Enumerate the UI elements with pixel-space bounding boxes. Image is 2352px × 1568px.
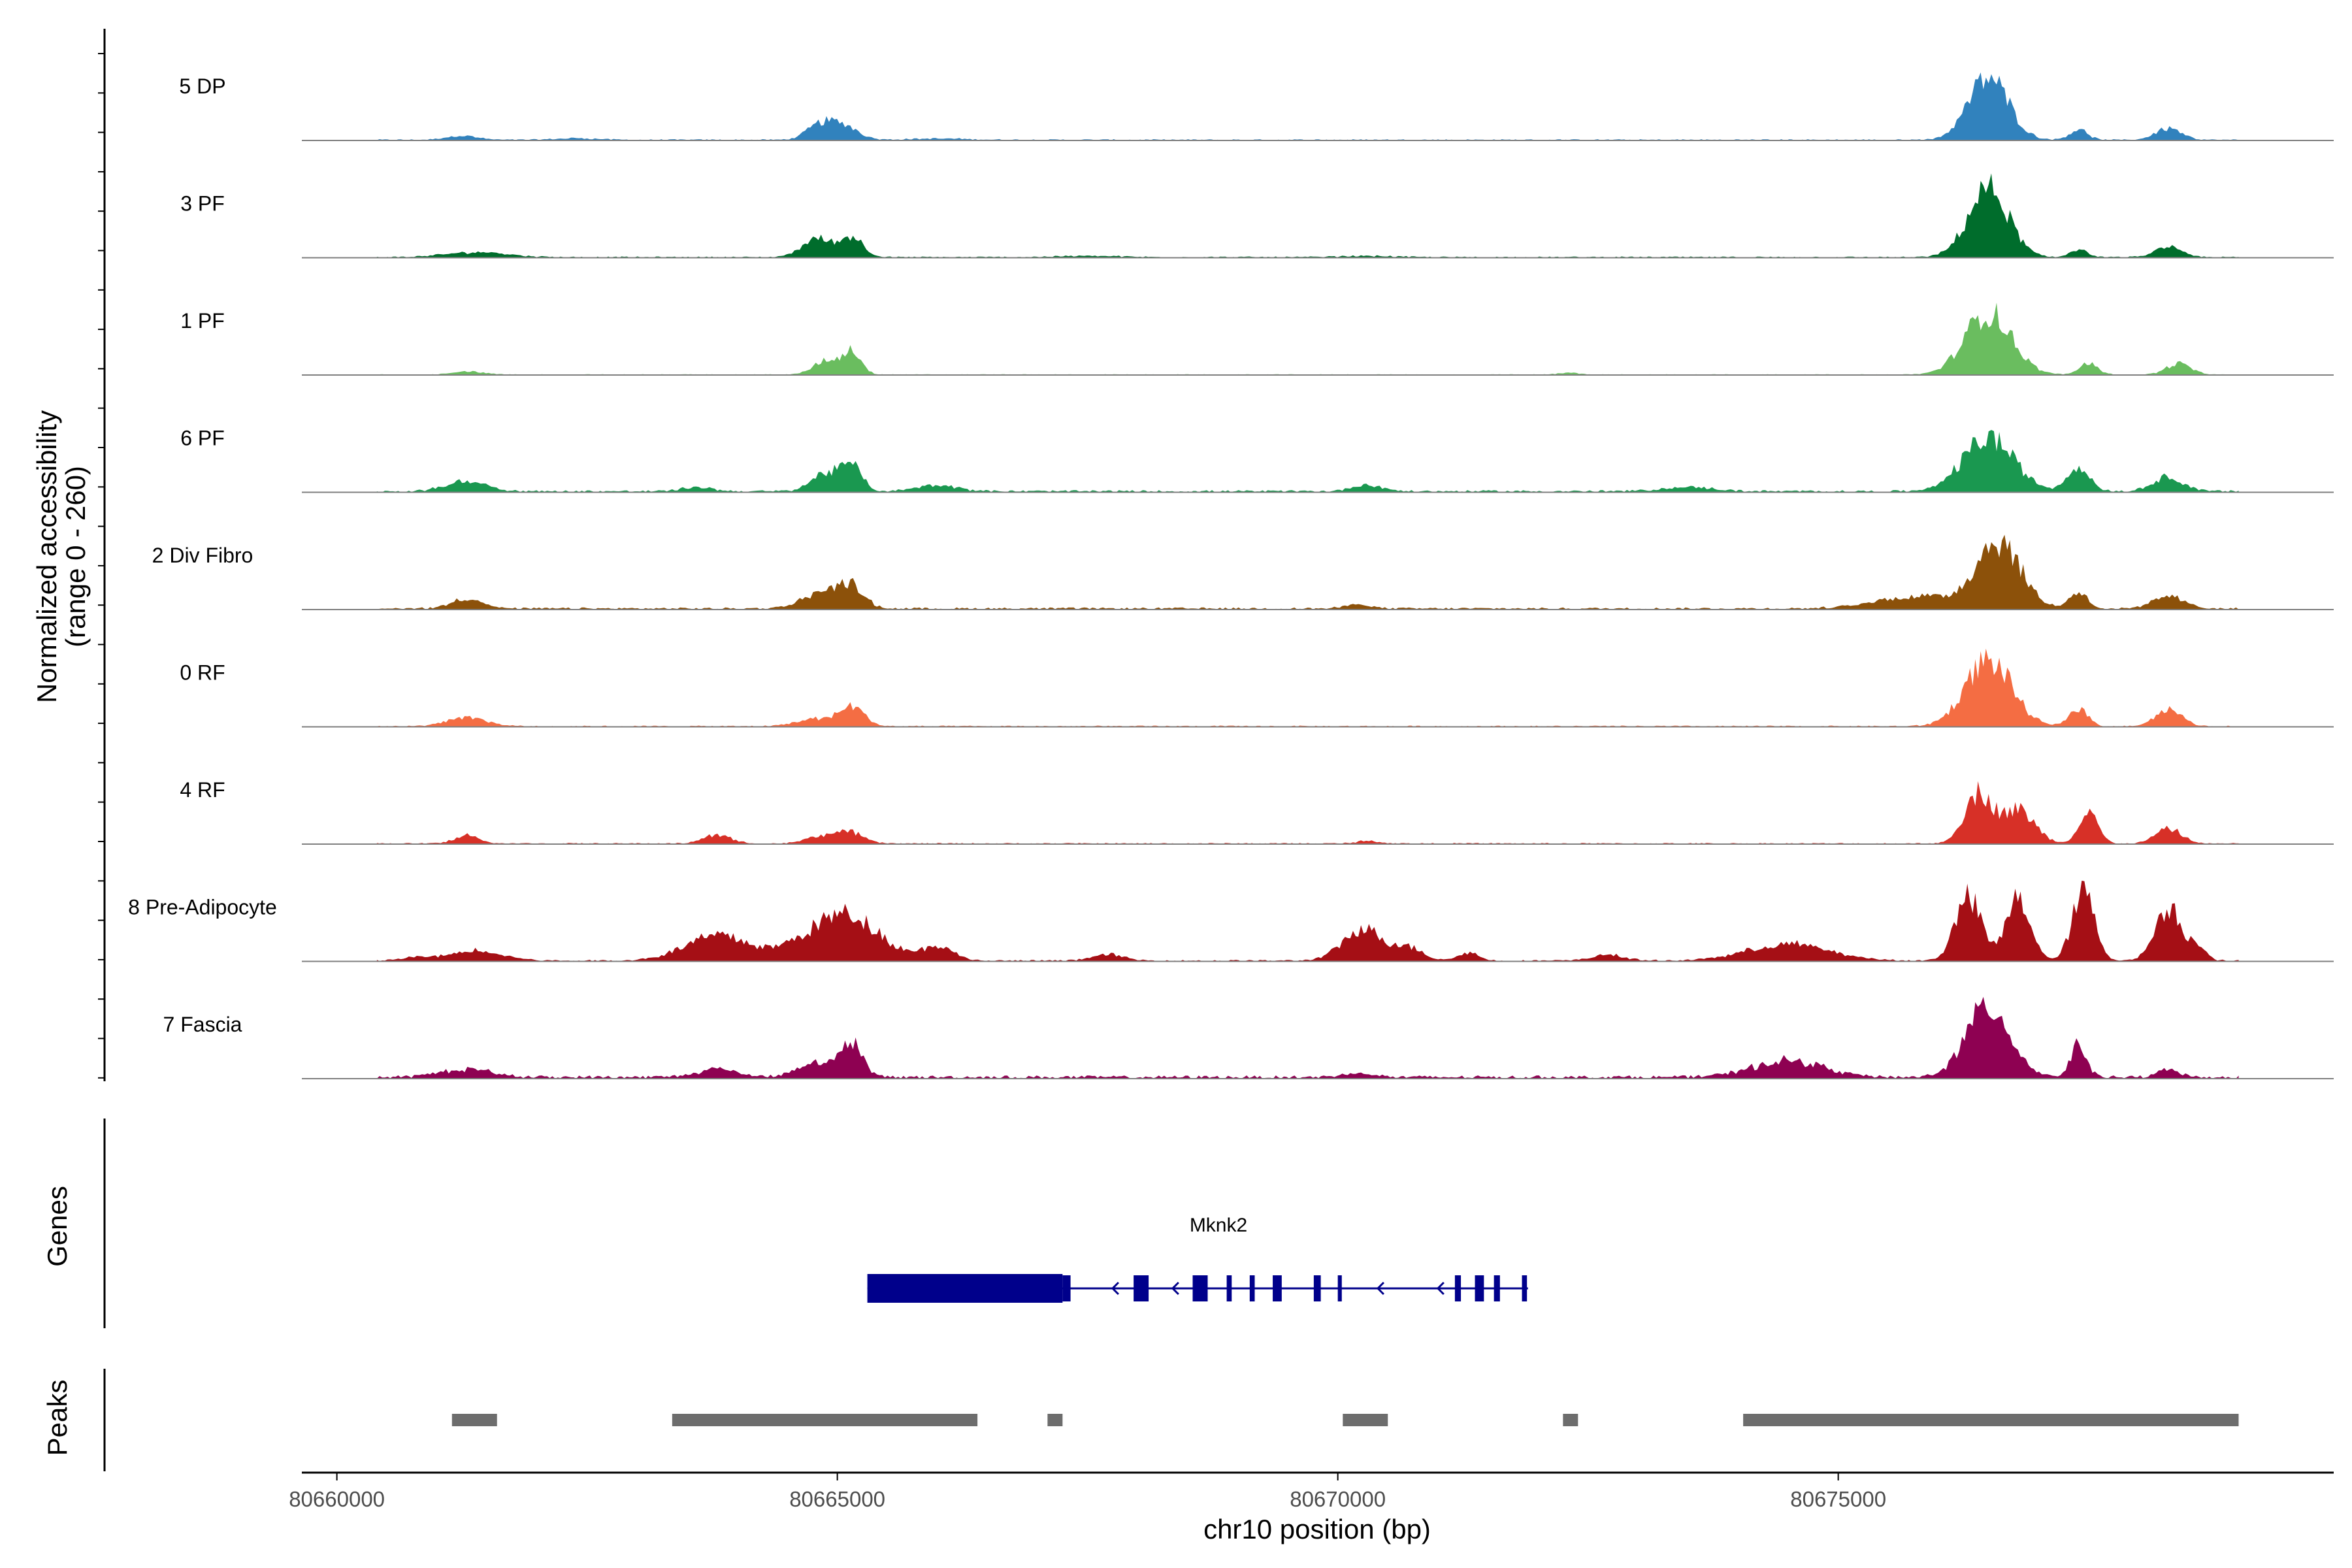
track-label: 5 DP (179, 74, 225, 98)
coverage-area (376, 72, 2239, 140)
track-label: 3 PF (180, 192, 225, 216)
y-axis (98, 29, 106, 1081)
coverage-area (376, 996, 2239, 1079)
peaks-track (103, 1369, 2239, 1471)
peaks-track-title: Peaks (42, 1380, 73, 1456)
gene-model (867, 1274, 1528, 1303)
y-axis-title-line1: Normalized accessibility (31, 410, 62, 703)
strand-arrow (1171, 1281, 1179, 1296)
x-tick-label: 80670000 (1290, 1487, 1386, 1511)
peak-region (672, 1414, 978, 1426)
gene-exon (1313, 1275, 1321, 1301)
gene-label: Mknk2 (1190, 1215, 1247, 1236)
strand-arrow (1046, 1281, 1054, 1296)
track-5-dp: 5 DP (179, 72, 2334, 141)
coverage-area (376, 534, 2239, 610)
track-7-fascia: 7 Fascia (163, 996, 2334, 1079)
peak-region (1563, 1414, 1578, 1426)
gene-exon (1062, 1275, 1071, 1301)
peak-region (1743, 1414, 2239, 1426)
x-tick-label: 80665000 (789, 1487, 885, 1511)
strand-arrow (1436, 1281, 1445, 1296)
track-6-pf: 6 PF (180, 427, 2334, 493)
track-label: 4 RF (180, 778, 225, 802)
track-4-rf: 4 RF (180, 778, 2334, 845)
track-label: 8 Pre-Adipocyte (128, 896, 277, 919)
gene-exon (1454, 1275, 1462, 1301)
coverage-tracks: 5 DP 3 PF 1 PF 6 PF 2 Div Fibro 0 RF 4 RF 8 Pre… (128, 72, 2334, 1079)
peak-region (1343, 1414, 1388, 1426)
track-label: 2 Div Fibro (152, 544, 253, 567)
y-axis-title-line2: (range 0 - 260) (60, 466, 91, 647)
gene-exon (1249, 1275, 1255, 1301)
gene-exon (1522, 1275, 1527, 1301)
coverage-area (376, 430, 2239, 493)
x-axis-title: chr10 position (bp) (1203, 1514, 1431, 1544)
track-0-rf: 0 RF (180, 648, 2334, 728)
track-1-pf: 1 PF (180, 302, 2334, 376)
coverage-area (376, 648, 2239, 727)
coverage-area (376, 173, 2239, 258)
gene-exon (1192, 1275, 1208, 1301)
track-label: 1 PF (180, 309, 225, 333)
gene-exon-thick (867, 1274, 1063, 1303)
track-label: 7 Fascia (163, 1013, 242, 1036)
gene-exon (1337, 1275, 1342, 1301)
gene-exon (1494, 1275, 1500, 1301)
gene-exon (1134, 1275, 1149, 1301)
genes-track-title: Genes (42, 1186, 73, 1267)
strand-arrow (1376, 1281, 1384, 1296)
x-tick-label: 80675000 (1790, 1487, 1886, 1511)
genes-track (103, 1119, 1528, 1328)
track-8-pre-adipocyte: 8 Pre-Adipocyte (128, 881, 2334, 962)
track-2-div-fibro: 2 Div Fibro (152, 534, 2334, 610)
x-tick-label: 80660000 (289, 1487, 385, 1511)
gene-exon (1226, 1275, 1232, 1301)
peak-region (1047, 1414, 1063, 1426)
gene-exon (1273, 1275, 1282, 1301)
coverage-area (376, 881, 2239, 962)
x-axis: 80660000 80665000 80670000 80675000 (289, 1471, 2334, 1511)
coverage-area (376, 302, 2239, 375)
peak-region (451, 1414, 497, 1426)
track-label: 0 RF (180, 661, 225, 685)
strand-arrow (1111, 1281, 1120, 1296)
coverage-area (376, 781, 2239, 844)
track-label: 6 PF (180, 427, 225, 450)
gene-exon (1475, 1275, 1484, 1301)
track-3-pf: 3 PF (180, 173, 2334, 259)
